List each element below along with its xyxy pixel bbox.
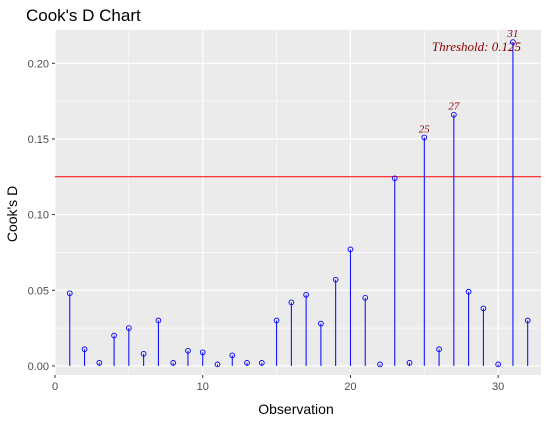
y-tick-label: 0.20	[28, 58, 49, 70]
data-point	[524, 317, 531, 324]
outlier-label: 27	[448, 101, 460, 113]
data-point	[480, 305, 487, 312]
y-tick-label: 0.15	[28, 134, 49, 146]
plot-panel	[55, 30, 541, 375]
data-point	[185, 347, 191, 354]
data-point	[377, 361, 383, 368]
x-tick-label: 10	[197, 381, 209, 393]
threshold-label: Threshold: 0.125	[432, 39, 522, 54]
data-point	[66, 290, 73, 297]
data-point	[436, 346, 442, 353]
data-point	[303, 291, 309, 298]
x-tick-label: 20	[344, 381, 356, 393]
data-point	[229, 352, 236, 359]
data-point	[214, 361, 221, 368]
data-point	[288, 299, 295, 306]
data-point	[510, 39, 516, 45]
data-point	[199, 349, 206, 356]
data-point	[273, 317, 280, 324]
data-point	[362, 294, 369, 301]
data-point	[450, 111, 457, 118]
data-point	[140, 350, 147, 357]
outlier-label: 25	[419, 123, 431, 135]
data-point	[391, 175, 398, 182]
y-tick-label: 0.10	[28, 210, 49, 222]
data-point	[155, 317, 162, 324]
data-point	[111, 332, 117, 339]
data-point	[244, 360, 250, 366]
data-point	[318, 320, 324, 327]
outlier-label: 31	[506, 28, 518, 40]
points	[66, 39, 531, 368]
y-axis-title: Cook's D	[4, 186, 20, 242]
x-tick-label: 0	[52, 381, 58, 393]
x-axis-title: Observation	[258, 401, 333, 417]
y-tick-label: 0.00	[28, 361, 49, 373]
data-point	[126, 325, 132, 331]
data-point	[347, 246, 354, 253]
y-tick-label: 0.05	[28, 285, 49, 297]
data-point	[96, 360, 103, 366]
data-point	[258, 360, 265, 366]
data-point	[332, 276, 339, 283]
data-point	[170, 360, 177, 366]
data-point	[81, 346, 88, 353]
data-point	[465, 288, 472, 295]
data-point	[495, 361, 502, 368]
data-point	[421, 134, 428, 141]
axis-ticks: 0 10 20 30 0.00 0.05 0.10 0.15 0.20	[28, 58, 505, 393]
data-point	[406, 360, 413, 366]
x-tick-label: 30	[492, 381, 504, 393]
chart-title: Cook's D Chart	[26, 6, 141, 25]
